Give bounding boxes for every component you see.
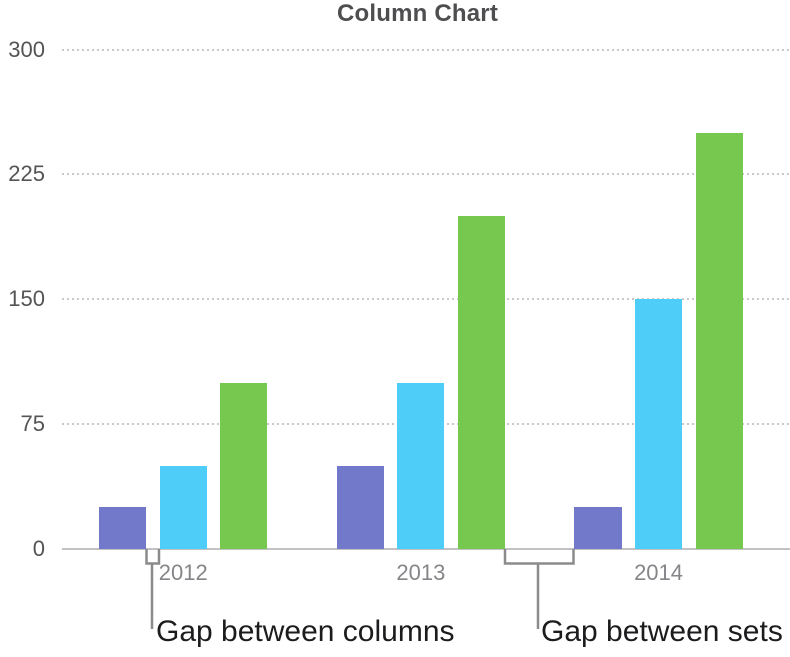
bar-2014-series-2 [634, 299, 683, 549]
y-axis-label-150: 150 [8, 286, 45, 312]
gridline-225 [62, 173, 789, 176]
x-axis-line [62, 548, 790, 550]
y-axis-label-0: 0 [32, 536, 45, 561]
gap-between-columns-label: Gap between columns [156, 615, 455, 648]
chart-title: Column Chart [336, 0, 499, 27]
gap-between-sets-label: Gap between sets [541, 615, 783, 648]
bar-2013-series-2 [397, 382, 445, 549]
bar-2014-series-3 [695, 132, 743, 549]
bar-2012-series-2 [159, 465, 207, 549]
bar-2012-series-1 [99, 507, 147, 549]
bar-2013-series-1 [336, 465, 384, 549]
x-axis-label-2014: 2014 [634, 560, 684, 585]
y-axis-label-225: 225 [8, 161, 45, 187]
x-axis-label-2012: 2012 [158, 560, 208, 585]
x-axis-label-2013: 2013 [396, 560, 446, 585]
gridline-150 [62, 298, 789, 301]
y-axis-label-300: 300 [8, 36, 45, 62]
y-axis-label-75: 75 [20, 411, 45, 437]
bar-2014-series-1 [574, 507, 622, 549]
bar-2012-series-3 [220, 382, 268, 549]
gap-between-sets-bracket [503, 549, 575, 565]
gap-between-columns-bracket [145, 549, 161, 565]
gridline-300 [62, 48, 789, 51]
bar-2013-series-3 [457, 216, 506, 549]
